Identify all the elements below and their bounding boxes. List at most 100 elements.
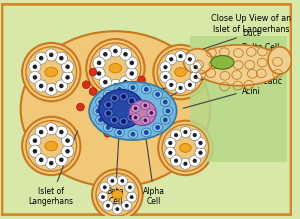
- Circle shape: [109, 79, 122, 92]
- FancyBboxPatch shape: [2, 4, 291, 215]
- Circle shape: [49, 87, 53, 92]
- Circle shape: [129, 115, 134, 120]
- Circle shape: [157, 49, 204, 95]
- Text: Red Blood
Cell: Red Blood Cell: [154, 56, 280, 91]
- Circle shape: [93, 67, 105, 79]
- Circle shape: [170, 129, 182, 141]
- Circle shape: [119, 76, 132, 88]
- Circle shape: [126, 67, 138, 79]
- Circle shape: [76, 103, 84, 111]
- Circle shape: [96, 173, 139, 216]
- Circle shape: [22, 43, 80, 101]
- Ellipse shape: [103, 123, 113, 132]
- Circle shape: [163, 100, 168, 104]
- Circle shape: [193, 159, 197, 163]
- Circle shape: [160, 62, 171, 73]
- Circle shape: [125, 204, 129, 208]
- Ellipse shape: [141, 117, 150, 124]
- Circle shape: [169, 83, 173, 87]
- Circle shape: [123, 80, 128, 84]
- Ellipse shape: [21, 31, 210, 187]
- Circle shape: [188, 83, 192, 87]
- Circle shape: [166, 54, 177, 65]
- Circle shape: [130, 71, 134, 76]
- Ellipse shape: [160, 98, 170, 106]
- Text: Close Up View of an
Islet of Langerhans: Close Up View of an Islet of Langerhans: [212, 14, 292, 34]
- Circle shape: [100, 182, 110, 193]
- Circle shape: [106, 102, 111, 107]
- Circle shape: [65, 149, 70, 154]
- Ellipse shape: [103, 90, 113, 99]
- Circle shape: [33, 64, 37, 69]
- Circle shape: [184, 54, 196, 65]
- Ellipse shape: [127, 113, 136, 122]
- Circle shape: [61, 135, 74, 147]
- Circle shape: [189, 129, 200, 141]
- Circle shape: [98, 100, 103, 104]
- Circle shape: [35, 126, 47, 138]
- Text: Pancreatic
Acini: Pancreatic Acini: [183, 77, 282, 108]
- Circle shape: [90, 43, 141, 94]
- Circle shape: [168, 151, 172, 155]
- Circle shape: [194, 65, 198, 69]
- Circle shape: [112, 96, 117, 101]
- Circle shape: [174, 159, 178, 163]
- Ellipse shape: [175, 68, 186, 76]
- Circle shape: [195, 147, 206, 158]
- Circle shape: [49, 161, 53, 165]
- Ellipse shape: [96, 115, 105, 124]
- Ellipse shape: [268, 47, 291, 74]
- Circle shape: [149, 111, 153, 115]
- Ellipse shape: [109, 63, 122, 73]
- Circle shape: [143, 104, 147, 108]
- Text: Beta
Cell: Beta Cell: [106, 131, 124, 206]
- Ellipse shape: [110, 116, 119, 124]
- Circle shape: [61, 145, 74, 157]
- Circle shape: [132, 107, 137, 111]
- Circle shape: [45, 49, 57, 61]
- Circle shape: [160, 71, 171, 83]
- Ellipse shape: [119, 92, 128, 101]
- Circle shape: [35, 154, 47, 166]
- Circle shape: [97, 61, 101, 65]
- Circle shape: [113, 83, 118, 88]
- Ellipse shape: [96, 98, 105, 106]
- Circle shape: [39, 130, 43, 134]
- Ellipse shape: [45, 141, 58, 151]
- Circle shape: [134, 116, 137, 119]
- Circle shape: [125, 182, 135, 193]
- Circle shape: [59, 56, 64, 60]
- Circle shape: [162, 125, 209, 171]
- Circle shape: [117, 130, 122, 135]
- Circle shape: [152, 100, 160, 108]
- Circle shape: [102, 97, 110, 105]
- Circle shape: [113, 49, 118, 53]
- Circle shape: [120, 179, 124, 183]
- Ellipse shape: [128, 83, 138, 92]
- Circle shape: [86, 39, 145, 97]
- Ellipse shape: [193, 45, 285, 86]
- Ellipse shape: [147, 109, 156, 117]
- Circle shape: [110, 179, 114, 183]
- Circle shape: [39, 84, 43, 88]
- Ellipse shape: [103, 100, 113, 109]
- Circle shape: [65, 75, 70, 80]
- Circle shape: [130, 195, 134, 199]
- Circle shape: [190, 62, 201, 73]
- Circle shape: [144, 87, 149, 92]
- Circle shape: [198, 151, 203, 155]
- Circle shape: [180, 158, 191, 169]
- Circle shape: [103, 52, 108, 57]
- Circle shape: [104, 129, 112, 137]
- Ellipse shape: [141, 128, 151, 137]
- Circle shape: [61, 61, 74, 73]
- Ellipse shape: [129, 100, 156, 125]
- Circle shape: [106, 111, 111, 116]
- Ellipse shape: [180, 143, 191, 152]
- Ellipse shape: [110, 94, 119, 102]
- Circle shape: [123, 52, 128, 57]
- Circle shape: [55, 126, 68, 138]
- Circle shape: [194, 75, 198, 79]
- Circle shape: [97, 71, 101, 76]
- Circle shape: [163, 75, 167, 79]
